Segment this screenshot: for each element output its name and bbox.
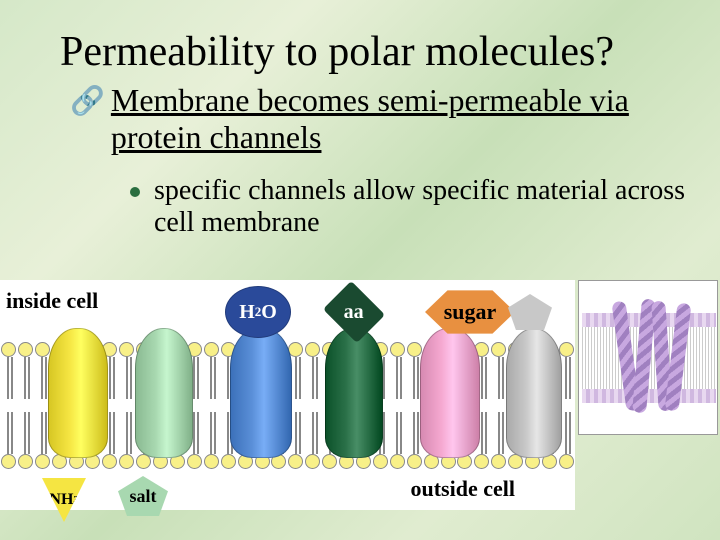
helix-inset [578, 280, 718, 435]
h2o-molecule: H2O [225, 286, 291, 338]
inside-cell-label: inside cell [6, 288, 98, 314]
sugar-molecule: sugar [425, 288, 515, 336]
aa-molecule: aa [323, 281, 385, 343]
outside-cell-label: outside cell [411, 476, 516, 502]
subtitle-row: 🔗 Membrane becomes semi-permeable via pr… [70, 82, 720, 156]
nh3-molecule: NH3 [42, 478, 86, 522]
bullet-icon [130, 187, 140, 197]
gray-molecule [508, 294, 552, 330]
chain-icon: 🔗 [70, 84, 105, 118]
membrane-diagram: inside cell H2O aa sugar NH3 salt outsid… [0, 280, 575, 510]
bullet-text: specific channels allow specific materia… [154, 175, 694, 239]
slide-title: Permeability to polar molecules? [60, 28, 614, 76]
salt-molecule: salt [118, 476, 168, 516]
bullet-row: specific channels allow specific materia… [130, 175, 694, 239]
subtitle-text: Membrane becomes semi-permeable via prot… [111, 82, 720, 156]
inset-lipid-head-bottom [582, 389, 716, 403]
